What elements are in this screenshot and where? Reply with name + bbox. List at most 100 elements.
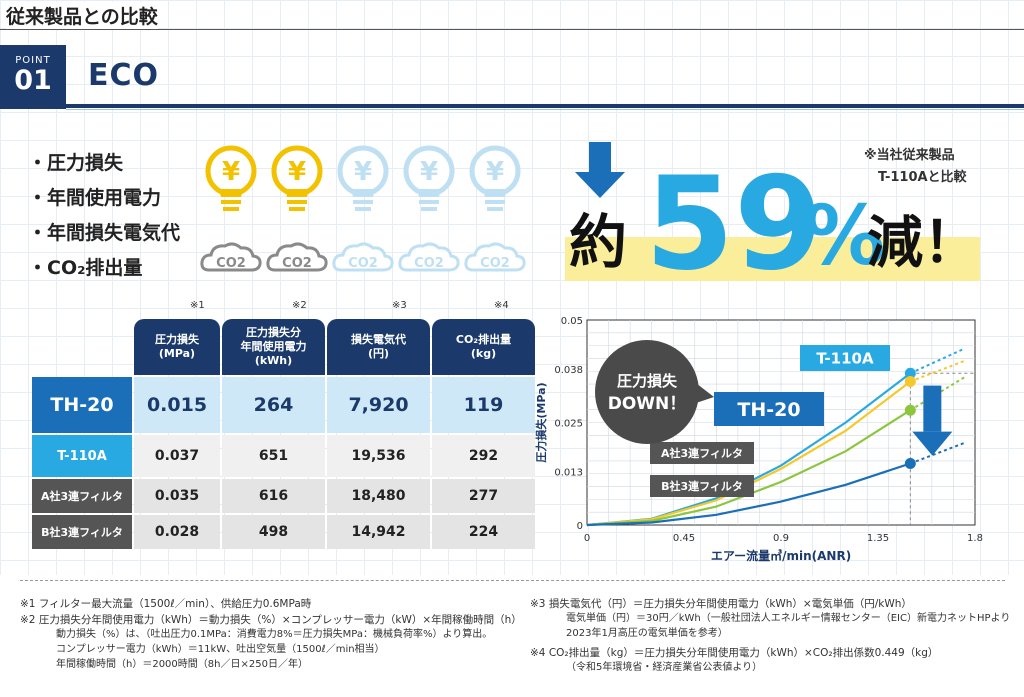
- callout-line-1: 圧力損失: [617, 372, 678, 390]
- svg-text:¥: ¥: [420, 157, 438, 187]
- pressure-loss-chart: 0 0.45 0.9 1.35 1.8 0 0.013 0.025 0.038 0.05 エアー流量…: [534, 316, 983, 563]
- col-header-power: 圧力損失分 年間使用電力 (kWh): [222, 319, 325, 375]
- section-divider-thin: [66, 109, 1024, 110]
- co2-cloud-icon: CO2: [397, 240, 461, 278]
- table-corner: [32, 319, 132, 375]
- table-cell: 0.028: [134, 515, 220, 549]
- footnote-4-detail: （令和5年環境省・経済産業省公表値より）: [566, 662, 763, 673]
- table-cell: 498: [222, 515, 325, 549]
- metric-co2: ・CO₂排出量: [28, 257, 143, 279]
- row-name: T-110A: [32, 435, 132, 477]
- footnote-2-detail-2: コンプレッサー電力（kWh）＝11kW、吐出空気量（1500ℓ／min相当）: [56, 644, 385, 655]
- point-label: POINT: [15, 55, 51, 66]
- row-name: B社3連フィルタ: [32, 515, 132, 549]
- x-axis-label: エアー流量㎥/min(ANR): [711, 548, 851, 563]
- comparison-note: ※当社従来製品 T-110Aと比較: [864, 145, 967, 189]
- co2-cloud-icon: CO2: [265, 240, 329, 278]
- table-cell: 224: [432, 515, 535, 549]
- reduction-suffix: 減！: [867, 211, 979, 276]
- section-divider: [66, 104, 1024, 108]
- highlight-band: [565, 237, 980, 281]
- comparison-note-line1: ※当社従来製品: [864, 148, 955, 163]
- col-header-co2: CO₂排出量 (kg): [432, 319, 535, 375]
- series-label-box: [650, 475, 754, 497]
- section-title: ECO: [88, 58, 160, 93]
- col-header-cost: 損失電気代 (円): [327, 319, 430, 375]
- table-row-a: A社3連フィルタ 0.035 616 18,480 277: [32, 479, 535, 513]
- y-tick-label: 0.05: [561, 316, 583, 327]
- row-name: A社3連フィルタ: [32, 479, 132, 513]
- table-row-t110a: T-110A 0.037 651 19,536 292: [32, 435, 535, 477]
- y-tick-label: 0.038: [554, 365, 583, 376]
- note-mark-3: ※3: [392, 300, 407, 311]
- footnote-3-detail-1: 電気単価（円）＝30円／kWh（一般社団法人エネルギー情報センター（EIC）新電…: [566, 613, 1011, 624]
- reduction-headline: 約 59 % 減！: [569, 142, 979, 280]
- series-label: T-110A: [816, 349, 874, 367]
- svg-text:CO2: CO2: [348, 256, 378, 271]
- reduction-number: 59: [645, 150, 823, 280]
- table-cell: 0.035: [134, 479, 220, 513]
- series-endpoint: [904, 376, 916, 387]
- series-extension: [909, 347, 965, 375]
- callout-line-2: DOWN！: [608, 394, 687, 414]
- footnotes: [0, 575, 1024, 697]
- note-mark-4: ※4: [494, 300, 509, 311]
- series-label-box: [714, 392, 824, 426]
- footnote-2-detail-1: 動力損失（%）は、（吐出圧力0.1MPa：消費電力8%＝圧力損失MPa：機械負荷…: [56, 629, 493, 640]
- table-cell: 18,480: [327, 479, 430, 513]
- table-cell: 19,536: [327, 435, 430, 477]
- svg-text:¥: ¥: [486, 157, 504, 187]
- bulb-yen-icon: ¥: [335, 145, 391, 227]
- callout-bubble: [595, 340, 699, 444]
- col-header-pressure: 圧力損失 (MPa): [134, 319, 220, 375]
- x-tick-label: 1.8: [967, 533, 983, 544]
- table-cell: 0.015: [134, 377, 220, 433]
- svg-text:CO2: CO2: [480, 256, 510, 271]
- x-tick-label: 0.9: [773, 533, 789, 544]
- y-tick-label: 0.025: [554, 419, 583, 430]
- footnote-2-detail-3: 年間稼働時間（h）＝2000時間（8h／日×250日／年）: [56, 659, 308, 670]
- callout-tail: [690, 380, 714, 405]
- reduction-prefix: 約: [569, 208, 627, 276]
- point-number: 01: [14, 65, 52, 96]
- metric-annual-cost: ・年間損失電気代: [28, 222, 181, 244]
- series-label-box: [650, 442, 754, 464]
- row-name: TH-20: [32, 377, 132, 433]
- y-tick-label: 0.013: [554, 468, 583, 479]
- table-cell: 119: [432, 377, 535, 433]
- bulb-yen-icon: ¥: [401, 145, 457, 227]
- table-header-row: 圧力損失 (MPa) 圧力損失分 年間使用電力 (kWh) 損失電気代 (円) CO₂排…: [32, 319, 535, 375]
- series-label: B社3連フィルタ: [661, 479, 743, 493]
- series-label-box: [800, 345, 890, 371]
- svg-text:CO2: CO2: [414, 256, 444, 271]
- down-arrow-icon: [575, 142, 625, 198]
- svg-text:¥: ¥: [288, 157, 306, 187]
- series-endpoint: [904, 404, 916, 416]
- note-mark-1: ※1: [190, 300, 205, 311]
- y-tick-label: 0: [577, 521, 583, 532]
- down-arrow-head: [912, 431, 953, 456]
- footnote-divider: [20, 580, 1005, 581]
- footnote-3: ※3 損失電気代（円）＝圧力損失分年間使用電力（kWh）×電気単価（円/kWh）: [530, 598, 912, 610]
- table-row-th20: TH-20 0.015 264 7,920 119: [32, 377, 535, 433]
- table-cell: 264: [222, 377, 325, 433]
- reduction-unit: %: [803, 189, 885, 280]
- page-title: 従来製品との比較: [6, 2, 158, 29]
- series-extension: [909, 442, 965, 465]
- table-cell: 14,942: [327, 515, 430, 549]
- footnote-3-detail-2: 2023年1月高圧の電気単価を参考）: [566, 628, 728, 639]
- series-extension: [909, 360, 965, 383]
- y-axis-label: 圧力損失(MPa): [534, 382, 548, 462]
- comparison-note-line2: T-110Aと比較: [878, 170, 967, 185]
- svg-text:¥: ¥: [222, 157, 240, 187]
- table-cell: 616: [222, 479, 325, 513]
- comparison-table: 圧力損失 (MPa) 圧力損失分 年間使用電力 (kWh) 損失電気代 (円) CO₂排…: [30, 317, 537, 551]
- co2-cloud-icon: CO2: [463, 240, 527, 278]
- table-cell: 7,920: [327, 377, 430, 433]
- note-mark-2: ※2: [292, 300, 307, 311]
- table-cell: 292: [432, 435, 535, 477]
- svg-text:CO2: CO2: [282, 256, 312, 271]
- title-divider: [0, 29, 1024, 30]
- down-arrow-icon: [923, 385, 942, 432]
- co2-cloud-icon: CO2: [199, 240, 263, 278]
